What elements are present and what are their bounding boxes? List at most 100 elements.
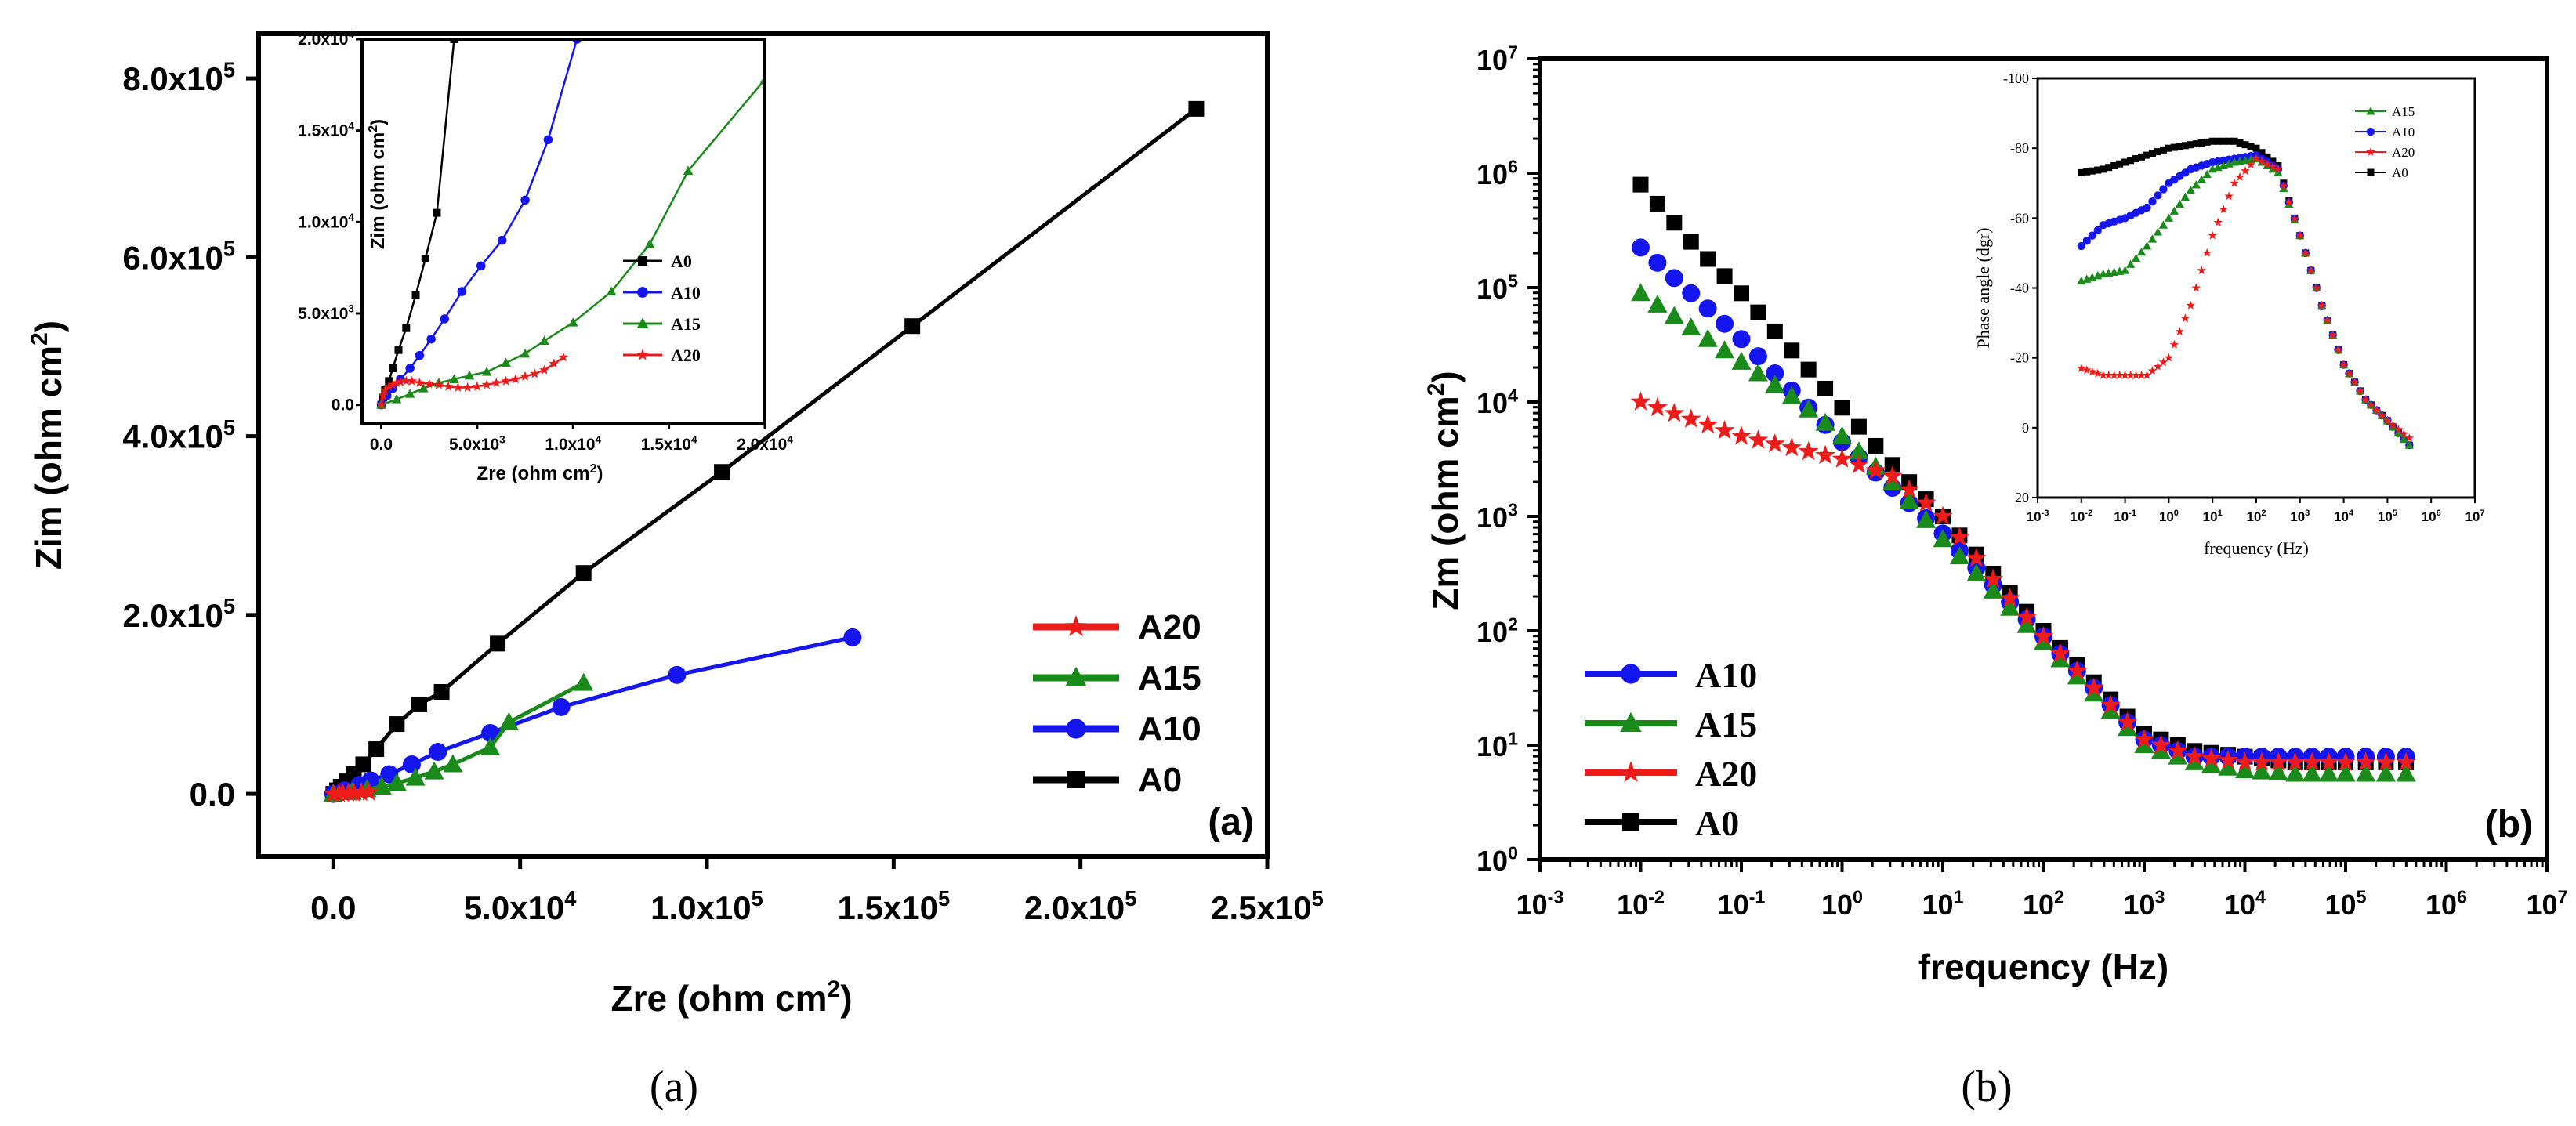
- series-b-a15: [1631, 283, 2416, 782]
- x-tick-label: 107: [2465, 509, 2484, 524]
- inset-b-point-a0: [2181, 142, 2189, 150]
- data-point-b-a20: [2396, 751, 2416, 771]
- data-point-b-a15: [2235, 760, 2255, 779]
- inset-legend-label-a20: A20: [671, 346, 701, 365]
- data-point-b-a20: [1697, 414, 1718, 434]
- x-tick-label: 10-3: [2027, 509, 2049, 524]
- inset-b-point-a15: [2169, 206, 2179, 215]
- x-tick-label: 103: [2123, 887, 2165, 921]
- inset-b-point-a15: [2131, 253, 2141, 262]
- inset-b-point-a15: [2202, 169, 2212, 179]
- data-point-b-a15: [1631, 283, 1650, 302]
- inset-b-point-a20: [2098, 370, 2108, 379]
- x-tick-label: 5.0x103: [449, 434, 505, 454]
- data-point-b-a15: [2184, 751, 2205, 770]
- data-point-b-a15: [1815, 412, 1835, 431]
- inset-b-point-a0: [2225, 137, 2233, 145]
- inset-point-a20: [424, 378, 435, 389]
- data-point-b-a0: [1683, 234, 1699, 250]
- data-point-b-a15: [2285, 763, 2306, 782]
- inset-a: 0.0 5.0x103 1.0x104 1.5x104 2.0x104 0.0 5.0x10…: [298, 29, 793, 484]
- inset-b-point-a20: [2208, 230, 2217, 240]
- data-point-b-a20: [1915, 492, 1937, 512]
- inset-b-point-a10: [2143, 203, 2151, 212]
- inset-b-point-a0: [2127, 157, 2135, 165]
- data-point-b-a20: [2168, 740, 2188, 760]
- inset-b-point-a0: [2116, 160, 2124, 168]
- inset-point-a20: [539, 364, 549, 375]
- inset-b-point-a20: [2213, 217, 2223, 226]
- data-point-b-a20: [1999, 588, 2020, 607]
- inset-b-point-a0: [2138, 153, 2146, 161]
- data-point-b-a20: [2302, 751, 2322, 771]
- inset-background: [362, 39, 765, 423]
- data-point-b-a0: [1884, 457, 1900, 473]
- inset-b-point-a0: [2230, 137, 2238, 145]
- data-point-b-a20: [1983, 568, 2004, 588]
- data-point-b-a15: [2396, 763, 2416, 782]
- data-point-b-a15: [1781, 386, 1802, 404]
- inset-y-title: Zim (ohm cm2): [367, 119, 389, 249]
- x-tick-label: 2.0x105: [1024, 886, 1137, 926]
- inset-b-point-a20: [2263, 159, 2272, 168]
- data-point-b-a15: [2067, 666, 2087, 685]
- y-tick-label: 6.0x105: [122, 237, 235, 277]
- data-point-b-a20: [2355, 751, 2376, 771]
- inset-point-a15: [567, 317, 578, 327]
- inset-b-point-a15: [2197, 175, 2206, 183]
- data-point-b-a20: [2318, 751, 2339, 771]
- x-tick-label: 102: [2023, 887, 2064, 921]
- inset-b-point-a15: [2120, 266, 2130, 274]
- data-point-b-a0: [1716, 268, 1733, 284]
- data-point-b-a20: [1647, 396, 1668, 417]
- inset-b-point-a20: [2175, 327, 2185, 336]
- inset-b-point-a15: [2142, 241, 2152, 250]
- data-point-b-a20: [1731, 425, 1752, 445]
- inset-b-point-a0: [2192, 140, 2200, 148]
- inset-b-point-a20: [2114, 370, 2125, 379]
- x-tick-label: 1.5x105: [838, 886, 951, 926]
- inset-b-point-a20: [2180, 313, 2190, 323]
- y-tick-label: 103: [1476, 500, 1518, 534]
- inset-point-a15: [449, 374, 459, 383]
- inset-b-point-a0: [2263, 153, 2271, 161]
- y-tick-label: 100: [1476, 843, 1518, 877]
- inset-b-frame: [2036, 77, 2476, 499]
- inset-point-a20: [407, 375, 418, 386]
- data-point-b-a10: [1732, 330, 1751, 349]
- y-axis-title: Zm (ohm cm2): [1423, 371, 1466, 610]
- inset-b-point-a15: [2175, 199, 2184, 208]
- data-point-b-a20: [2335, 751, 2356, 771]
- inset-point-a20: [391, 377, 402, 388]
- inset-b-point-a20: [2164, 353, 2174, 362]
- inset-b-point-a20: [2257, 156, 2266, 165]
- data-point-b-a15: [2268, 762, 2288, 781]
- inset-b-point-a20: [2311, 283, 2321, 292]
- inset-b-point-a0: [2208, 137, 2216, 145]
- inset-point-a20: [510, 374, 521, 384]
- caption-b: (b): [1961, 1063, 2012, 1111]
- inset-b-point-a15: [2164, 213, 2174, 222]
- data-point-b-a10: [1766, 364, 1784, 382]
- inset-b-point-a20: [2136, 370, 2147, 379]
- inset-b-point-a0: [2078, 168, 2085, 176]
- inset-point-a20: [395, 376, 406, 386]
- data-point-b-a0: [1817, 380, 1834, 396]
- plot-frame: [256, 31, 1270, 859]
- data-point-b-a15: [2100, 701, 2121, 719]
- inset-b-point-a0: [2197, 139, 2205, 147]
- data-point-b-a15: [1966, 563, 1987, 581]
- inset-point-a0: [402, 324, 411, 332]
- inset-point-a15: [481, 367, 492, 376]
- data-point-b-a20: [1781, 436, 1802, 457]
- data-point-b-a15: [1983, 580, 2003, 599]
- data-point-b-a15: [1731, 351, 1752, 370]
- legend-b: A10 A15 A20 A0: [1585, 655, 1757, 843]
- data-point-b-a20: [1849, 454, 1869, 474]
- inset-point-a20: [501, 375, 511, 386]
- inset-point-a10: [405, 364, 415, 373]
- data-point-b-a15: [2050, 649, 2071, 668]
- legend-b-label-a20: A20: [1695, 754, 1757, 794]
- inset-b-legend: A15 A10 A20 A0: [2355, 104, 2415, 180]
- data-point-b-a15: [1832, 425, 1852, 444]
